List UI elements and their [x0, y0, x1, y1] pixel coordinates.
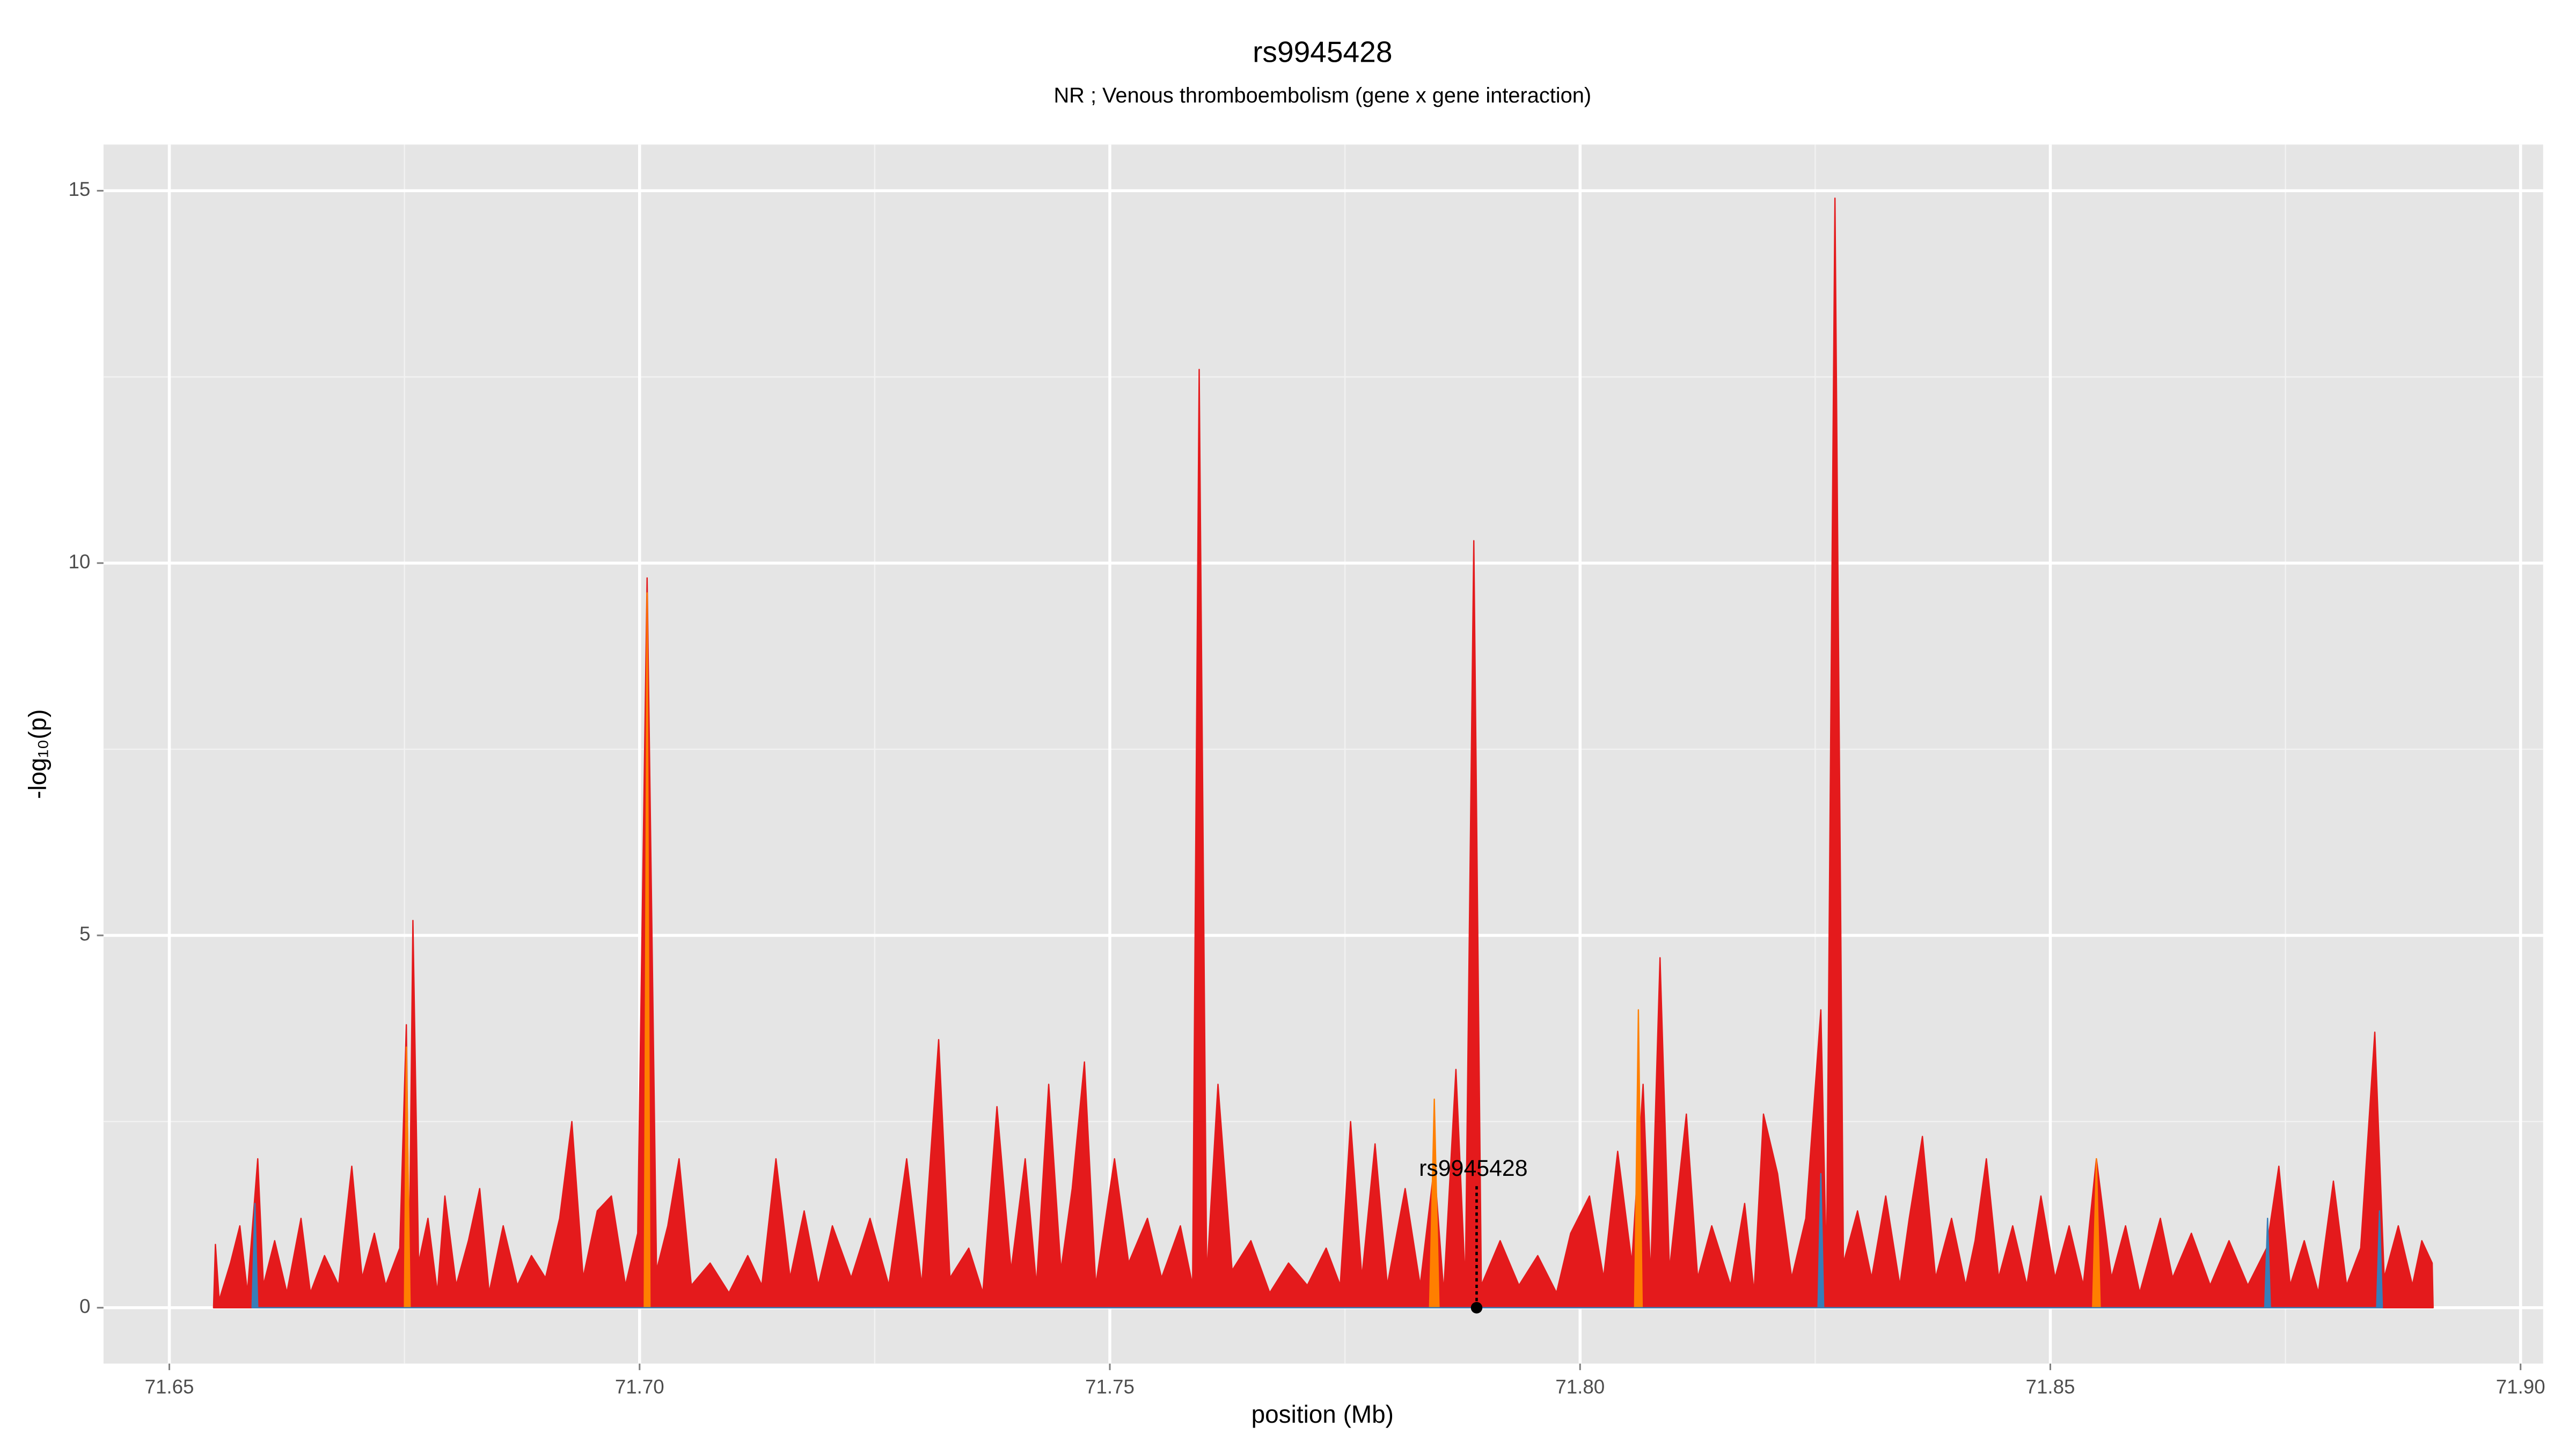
x-tick-label: 71.85	[2026, 1375, 2075, 1397]
highlight-label: rs9945428	[1419, 1155, 1527, 1181]
plot-panel	[103, 144, 2543, 1364]
x-tick-label: 71.80	[1555, 1375, 1605, 1397]
y-tick-label: 0	[79, 1295, 90, 1317]
highlight-point	[1470, 1302, 1483, 1314]
x-tick-label: 71.65	[145, 1375, 194, 1397]
y-tick-label: 15	[69, 178, 91, 200]
x-axis-label: position (Mb)	[1252, 1400, 1394, 1428]
y-tick-label: 10	[69, 551, 91, 573]
x-tick-label: 71.75	[1085, 1375, 1135, 1397]
y-tick-label: 5	[79, 923, 90, 945]
chart-subtitle: NR ; Venous thromboembolism (gene x gene…	[1053, 84, 1591, 107]
x-tick-label: 71.70	[615, 1375, 664, 1397]
marks: rs9945428	[213, 197, 2434, 1314]
x-tick-label: 71.90	[2496, 1375, 2545, 1397]
chart-title: rs9945428	[1253, 35, 1392, 69]
y-axis-label: -log₁₀(p)	[24, 709, 52, 799]
axes: 71.65 71.70 71.75 71.80 71.85 71.90 0 5 10 15	[69, 178, 2545, 1397]
area	[213, 197, 2434, 1308]
area	[251, 1173, 2383, 1308]
